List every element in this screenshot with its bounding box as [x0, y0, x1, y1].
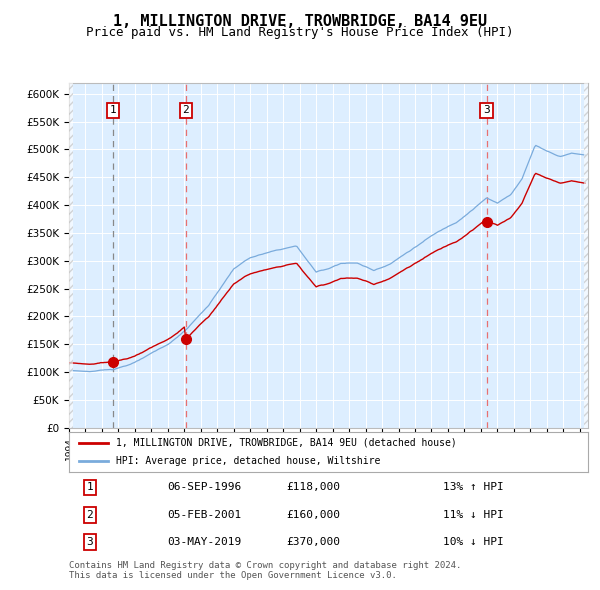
Text: 1, MILLINGTON DRIVE, TROWBRIDGE, BA14 9EU: 1, MILLINGTON DRIVE, TROWBRIDGE, BA14 9E… [113, 14, 487, 28]
Text: £370,000: £370,000 [286, 537, 340, 547]
Text: 10% ↓ HPI: 10% ↓ HPI [443, 537, 503, 547]
Text: HPI: Average price, detached house, Wiltshire: HPI: Average price, detached house, Wilt… [116, 456, 380, 466]
Text: 11% ↓ HPI: 11% ↓ HPI [443, 510, 503, 520]
Text: £118,000: £118,000 [286, 483, 340, 493]
Text: Price paid vs. HM Land Registry's House Price Index (HPI): Price paid vs. HM Land Registry's House … [86, 26, 514, 39]
Text: 1, MILLINGTON DRIVE, TROWBRIDGE, BA14 9EU (detached house): 1, MILLINGTON DRIVE, TROWBRIDGE, BA14 9E… [116, 438, 457, 448]
Text: £160,000: £160,000 [286, 510, 340, 520]
Text: 3: 3 [483, 106, 490, 116]
Text: This data is licensed under the Open Government Licence v3.0.: This data is licensed under the Open Gov… [69, 571, 397, 579]
Text: 1: 1 [110, 106, 116, 116]
Text: 3: 3 [86, 537, 93, 547]
Text: 2: 2 [86, 510, 93, 520]
Text: 03-MAY-2019: 03-MAY-2019 [167, 537, 242, 547]
Text: 13% ↑ HPI: 13% ↑ HPI [443, 483, 503, 493]
Text: Contains HM Land Registry data © Crown copyright and database right 2024.: Contains HM Land Registry data © Crown c… [69, 560, 461, 569]
Text: 06-SEP-1996: 06-SEP-1996 [167, 483, 242, 493]
Bar [584, 83, 592, 428]
Text: 05-FEB-2001: 05-FEB-2001 [167, 510, 242, 520]
Text: 1: 1 [86, 483, 93, 493]
Bar [69, 83, 73, 428]
Text: 2: 2 [182, 106, 189, 116]
